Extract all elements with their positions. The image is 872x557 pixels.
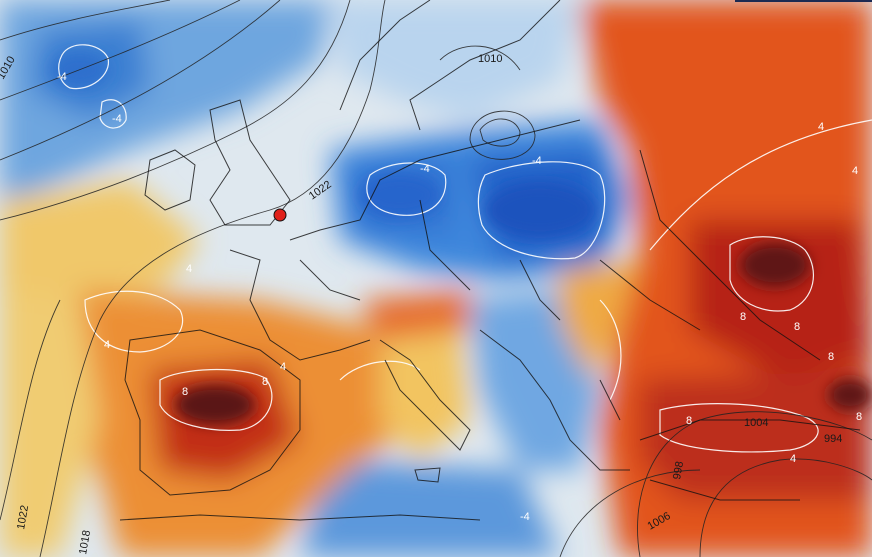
cold-region-scandinavia bbox=[330, 0, 580, 120]
isobar bbox=[699, 458, 872, 557]
coastline-france bbox=[229, 249, 371, 361]
top-border-strip bbox=[735, 0, 872, 2]
anomaly-label: 8 bbox=[856, 411, 862, 423]
anomaly-label: -4 bbox=[420, 163, 430, 175]
anomaly-label: 8 bbox=[740, 311, 746, 323]
anomaly-label: 4 bbox=[790, 453, 796, 465]
warm-region-atlantic bbox=[0, 180, 200, 300]
isobar-label: 1010 bbox=[478, 53, 502, 65]
anomaly-contour bbox=[339, 360, 421, 381]
anomaly-contour bbox=[477, 161, 606, 260]
anomaly-contour bbox=[84, 290, 184, 353]
isobar-label: 1018 bbox=[77, 529, 93, 555]
warm-region-southwest bbox=[0, 290, 100, 557]
anomaly-label: 8 bbox=[794, 321, 800, 333]
coastline-turkey bbox=[639, 419, 861, 501]
anomaly-contour bbox=[659, 403, 819, 453]
anomaly-contours bbox=[58, 44, 872, 453]
warm-region-east-edge bbox=[560, 260, 640, 380]
cold-core-poland bbox=[485, 182, 595, 238]
coastline-africa bbox=[119, 514, 481, 521]
anomaly-contour bbox=[58, 44, 110, 90]
isobar-label: 1022 bbox=[15, 504, 31, 530]
anomaly-label: 4 bbox=[186, 263, 192, 275]
coastline-continent bbox=[289, 119, 581, 241]
anomaly-label: -4 bbox=[57, 71, 67, 83]
isobar bbox=[0, 0, 281, 161]
anomaly-label: -4 bbox=[520, 511, 530, 523]
hot-region-ukraine bbox=[690, 220, 872, 380]
coastline-iberia bbox=[124, 329, 301, 496]
anomaly-core bbox=[52, 52, 872, 425]
isobar bbox=[469, 110, 536, 160]
coastline-ireland bbox=[144, 149, 196, 211]
anomaly-contour bbox=[599, 299, 622, 401]
coastlines bbox=[119, 0, 861, 521]
cold-core-germany bbox=[360, 173, 440, 217]
isobar bbox=[0, 0, 241, 101]
anomaly-label: -4 bbox=[112, 113, 122, 125]
isobar bbox=[439, 45, 521, 71]
isobar bbox=[39, 0, 386, 557]
isobar bbox=[0, 299, 61, 521]
isobar bbox=[0, 0, 171, 41]
anomaly-label: 8 bbox=[262, 376, 268, 388]
isobar-label: 998 bbox=[671, 460, 686, 480]
anomaly-label: 4 bbox=[852, 165, 858, 177]
anomaly-label: 8 bbox=[182, 386, 188, 398]
coastline-italy bbox=[379, 339, 471, 451]
hot-region-turkey bbox=[640, 370, 872, 500]
isobar-label: 994 bbox=[824, 433, 842, 445]
anomaly-label: 4 bbox=[104, 339, 110, 351]
anomaly-label: -4 bbox=[532, 155, 542, 167]
isobar bbox=[0, 0, 351, 221]
anomaly-contour bbox=[366, 162, 447, 216]
extreme-core-caucasus bbox=[828, 379, 872, 411]
warm-region-alps bbox=[360, 290, 470, 340]
cold-region-mediterranean bbox=[300, 460, 560, 557]
anomaly-contour bbox=[99, 99, 127, 129]
anomaly-label: 4 bbox=[280, 361, 286, 373]
extreme-core-iberia bbox=[175, 385, 255, 425]
isobar bbox=[559, 469, 701, 557]
location-marker bbox=[273, 208, 287, 222]
isobar-label: 1004 bbox=[744, 417, 768, 429]
anomaly-contour bbox=[159, 368, 273, 431]
extreme-core-ukraine bbox=[740, 243, 810, 287]
anomaly-label-group: -4 -4 -4 -4 -4 4 4 4 4 4 8 8 8 8 8 8 8 4 bbox=[57, 71, 862, 523]
coastline-britain bbox=[209, 99, 291, 226]
anomaly-label: 8 bbox=[686, 415, 692, 427]
coastline-sicily bbox=[414, 467, 441, 483]
anomaly-label: 8 bbox=[828, 351, 834, 363]
border-line bbox=[299, 149, 821, 361]
isobar bbox=[479, 118, 521, 147]
coastline-scandinavia bbox=[339, 0, 561, 131]
coastline-balkans bbox=[479, 329, 630, 471]
anomaly-label: 4 bbox=[818, 121, 824, 133]
anomaly-contour bbox=[649, 119, 872, 251]
anomaly-contour bbox=[729, 236, 814, 312]
